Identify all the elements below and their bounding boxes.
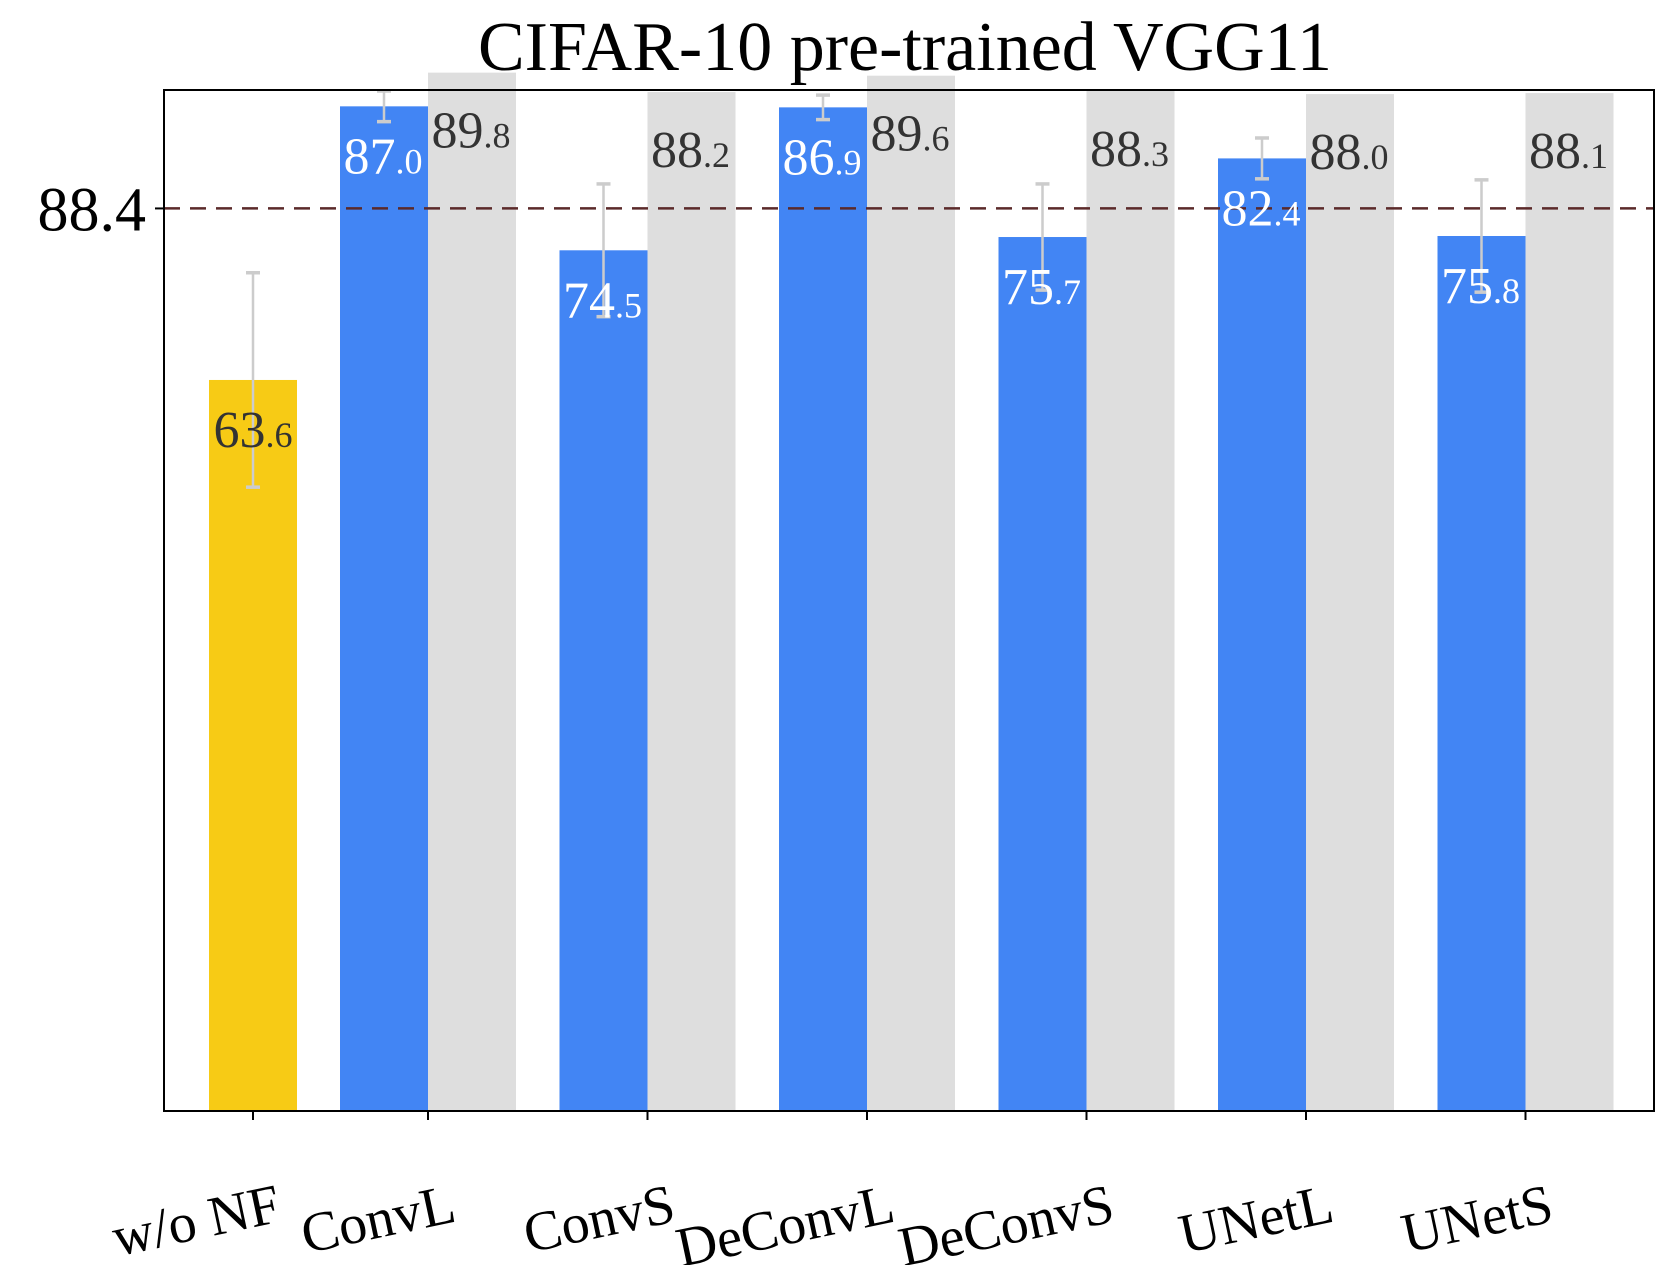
bar-unetl-blue-value-label: 82.4 xyxy=(1222,180,1301,237)
xtick-label-deconvl: DeConvL xyxy=(671,1173,900,1265)
bar-unetl-gray-value-label: 88.0 xyxy=(1310,124,1389,181)
bar-convs-blue-value-label: 74.5 xyxy=(563,272,642,329)
bar-deconvs-gray-value-label: 88.3 xyxy=(1090,121,1169,178)
plot-frame xyxy=(163,89,1655,1112)
bar-deconvl-blue xyxy=(779,107,867,1112)
bars-layer xyxy=(209,72,1614,1112)
bar-convl-gray-value-label: 89.8 xyxy=(432,103,511,160)
bar-deconvl-blue-value-label: 86.9 xyxy=(783,129,862,186)
errorbar-layer xyxy=(246,89,1489,489)
bar-deconvs-gray xyxy=(1086,91,1175,1111)
bar-convl-blue xyxy=(340,106,428,1111)
bar-deconvs-blue-value-label: 75.7 xyxy=(1002,259,1081,316)
bar-unets-blue xyxy=(1437,236,1526,1112)
chart-title: CIFAR-10 pre-trained VGG11 xyxy=(478,9,1332,86)
bar-unetl-gray xyxy=(1306,94,1394,1112)
bar-deconvl-gray xyxy=(867,75,955,1111)
bar-convs-blue xyxy=(559,250,648,1111)
bar-w-o-nf-value-label: 63.6 xyxy=(214,402,293,459)
bar-w-o-nf xyxy=(209,379,297,1111)
xtick-label-convs: ConvS xyxy=(518,1173,680,1265)
bar-convl-gray xyxy=(428,72,516,1112)
bar-unets-gray-value-label: 88.1 xyxy=(1529,123,1608,180)
xtick-label-w-o-nf: w/o NF xyxy=(107,1173,286,1265)
xtick-label-unets: UNetS xyxy=(1396,1173,1558,1265)
bar-unetl-blue xyxy=(1218,158,1306,1112)
bar-convs-gray xyxy=(647,92,736,1112)
bar-convs-gray-value-label: 88.2 xyxy=(651,122,730,179)
bar-deconvs-blue xyxy=(998,237,1087,1112)
xtick-label-deconvs: DeConvS xyxy=(893,1173,1119,1265)
bar-convl-blue-value-label: 87.0 xyxy=(344,128,423,185)
bar-unets-blue-value-label: 75.8 xyxy=(1441,258,1520,315)
xtick-label-unetl: UNetL xyxy=(1174,1173,1339,1265)
ytick-label: 88.4 xyxy=(38,176,147,244)
bar-unets-gray xyxy=(1525,93,1614,1112)
value-label-layer: 63.6 87.089.8 74.5 88.2 86.9 89.6 75.7 88.3 82.4… xyxy=(214,103,1609,459)
bar-deconvl-gray-value-label: 89.6 xyxy=(871,106,950,163)
xtick-label-convl: ConvL xyxy=(296,1173,461,1265)
